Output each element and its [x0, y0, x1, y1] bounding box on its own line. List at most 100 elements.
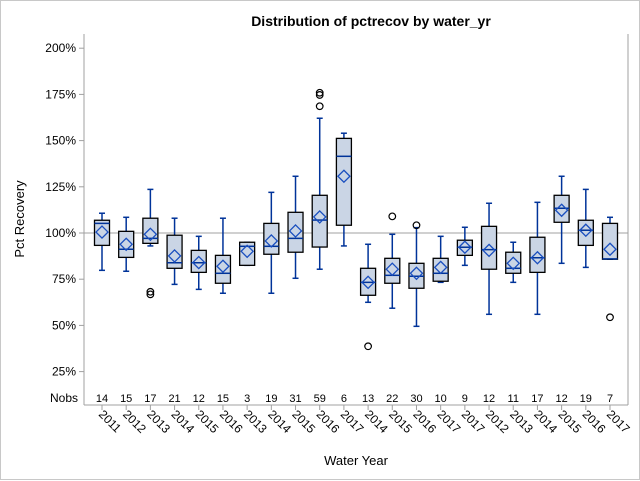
mean-marker	[457, 240, 472, 255]
nobs-value: 3	[244, 393, 250, 405]
x-tick-label: 2015	[555, 407, 584, 436]
x-tick-label: 2017	[459, 407, 488, 436]
mean-marker	[578, 223, 593, 238]
nobs-value: 13	[362, 393, 374, 405]
x-tick-label: 2016	[580, 407, 609, 436]
nobs-value: 15	[120, 393, 132, 405]
x-tick-label: 2017	[435, 407, 464, 436]
box	[118, 230, 135, 259]
mean-marker	[143, 227, 158, 242]
mean-marker	[385, 262, 400, 277]
x-tick-label: 2013	[241, 407, 270, 436]
nobs-value: 12	[193, 393, 205, 405]
x-axis-label: Water Year	[324, 453, 389, 468]
mean-marker	[530, 250, 545, 265]
y-tick-label: 125%	[45, 180, 76, 194]
y-tick-label: 75%	[52, 272, 76, 286]
y-tick-label: 175%	[45, 87, 76, 101]
nobs-value: 12	[483, 393, 495, 405]
mean-marker	[603, 242, 617, 257]
x-tick-label: 2016	[410, 407, 439, 436]
y-tick-label: 100%	[45, 226, 76, 240]
box	[480, 225, 498, 270]
mean-marker	[336, 169, 351, 184]
outlier-point	[146, 290, 155, 299]
x-tick-label: 2014	[265, 407, 294, 436]
x-tick-label: 2014	[168, 407, 197, 436]
x-tick-label: 2016	[314, 407, 343, 436]
nobs-value: 30	[410, 393, 422, 405]
box	[190, 249, 207, 274]
x-tick-label: 2015	[193, 407, 222, 436]
nobs-value: 31	[289, 393, 301, 405]
mean-marker	[240, 244, 255, 259]
x-tick-label: 2017	[338, 407, 367, 436]
mean-marker	[554, 203, 569, 218]
mean-marker	[216, 259, 230, 274]
mean-marker	[191, 255, 206, 270]
outlier-point	[315, 102, 324, 111]
mean-marker	[264, 234, 279, 248]
outlier-point	[606, 313, 614, 322]
x-tick-label: 2014	[362, 407, 391, 436]
y-tick-label: 150%	[45, 134, 76, 148]
outlier-point	[412, 221, 421, 230]
nobs-value: 22	[386, 393, 398, 405]
box	[263, 222, 280, 255]
mean-marker	[361, 275, 376, 290]
nobs-value: 17	[531, 393, 543, 405]
nobs-value: 21	[168, 393, 180, 405]
y-tick-label: 25%	[52, 365, 76, 379]
nobs-value: 6	[341, 393, 347, 405]
mean-marker	[482, 243, 496, 258]
nobs-value: 19	[265, 393, 277, 405]
box	[214, 254, 232, 284]
nobs-value: 11	[508, 393, 519, 405]
box	[93, 219, 111, 247]
y-tick-label: 50%	[52, 318, 76, 332]
nobs-label: Nobs	[50, 391, 78, 405]
nobs-value: 7	[607, 393, 613, 405]
outlier-point	[364, 342, 372, 351]
box	[432, 257, 449, 282]
nobs-value: 14	[96, 393, 108, 405]
box	[601, 222, 619, 260]
box	[577, 219, 594, 247]
chart-title: Distribution of pctrecov by water_yr	[251, 13, 491, 29]
y-tick-label: 200%	[45, 41, 76, 55]
x-tick-label: 2013	[144, 407, 173, 436]
mean-marker	[119, 237, 134, 252]
box	[238, 241, 256, 266]
x-tick-label: 2015	[289, 407, 318, 436]
box	[529, 236, 546, 274]
outlier-point	[315, 91, 324, 99]
x-tick-label: 2011	[96, 407, 124, 435]
mean-marker	[95, 225, 109, 239]
nobs-value: 15	[217, 393, 229, 405]
y-axis-label: Pct Recovery	[12, 180, 27, 258]
nobs-value: 9	[462, 393, 468, 405]
nobs-value: 12	[555, 393, 567, 405]
nobs-value: 19	[580, 393, 592, 405]
x-tick-label: 2013	[507, 407, 536, 436]
x-tick-label: 2017	[604, 407, 633, 436]
mean-marker	[506, 256, 521, 271]
outlier-point	[315, 88, 324, 97]
x-tick-label: 2016	[217, 407, 246, 436]
mean-marker	[167, 248, 182, 263]
x-tick-label: 2012	[120, 407, 149, 436]
x-tick-label: 2014	[531, 407, 560, 436]
nobs-value: 17	[144, 393, 156, 405]
x-tick-label: 2015	[386, 407, 415, 436]
box	[384, 257, 401, 284]
outlier-point	[146, 287, 155, 296]
nobs-value: 59	[314, 393, 326, 405]
mean-marker	[312, 210, 327, 224]
mean-marker	[433, 260, 448, 275]
box	[166, 234, 183, 269]
box	[311, 194, 328, 248]
box	[287, 211, 304, 253]
nobs-value: 10	[435, 393, 447, 405]
